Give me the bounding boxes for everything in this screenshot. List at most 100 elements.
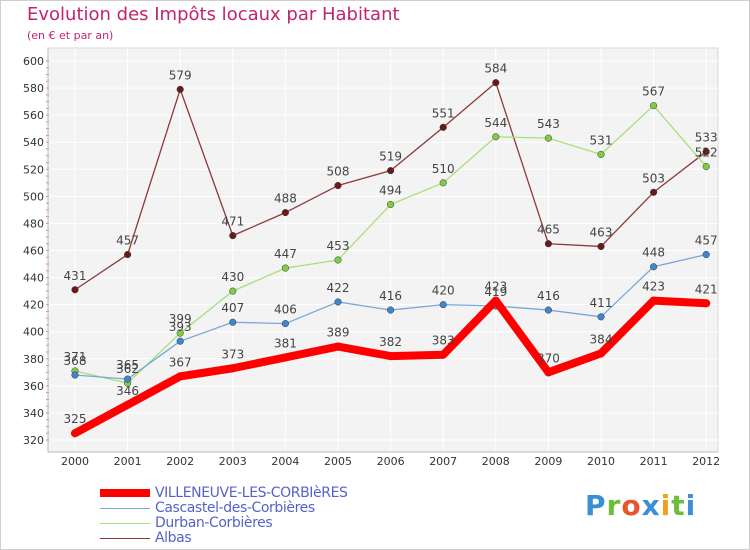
data-point bbox=[281, 320, 289, 328]
data-label: 519 bbox=[379, 150, 402, 164]
data-label: 399 bbox=[169, 312, 192, 326]
data-point bbox=[71, 286, 79, 294]
logo-letter: x bbox=[641, 489, 661, 522]
x-tick-label: 2002 bbox=[166, 455, 194, 468]
y-tick-label: 400 bbox=[23, 326, 44, 339]
data-label: 531 bbox=[590, 133, 613, 147]
data-point bbox=[597, 349, 605, 358]
legend-label-durban: Durban-Corbières bbox=[155, 515, 273, 531]
data-point bbox=[176, 372, 185, 381]
data-point bbox=[124, 251, 132, 259]
y-tick-label: 540 bbox=[23, 136, 44, 149]
data-point bbox=[387, 306, 395, 314]
data-label: 419 bbox=[484, 285, 507, 299]
data-label: 407 bbox=[221, 301, 244, 315]
data-point bbox=[176, 329, 184, 337]
data-point bbox=[387, 200, 395, 209]
data-label: 453 bbox=[327, 239, 350, 253]
proxiti-logo: Proxiti bbox=[585, 489, 696, 522]
legend-swatch-villeneuve bbox=[100, 489, 150, 497]
data-label: 522 bbox=[695, 146, 718, 160]
data-label: 368 bbox=[64, 354, 87, 368]
logo-letter: P bbox=[585, 489, 607, 522]
y-tick-label: 420 bbox=[23, 299, 44, 312]
x-tick-label: 2007 bbox=[429, 455, 457, 468]
data-label: 430 bbox=[221, 270, 244, 284]
x-tick-label: 2008 bbox=[482, 455, 510, 468]
data-label: 416 bbox=[379, 289, 402, 303]
y-tick-label: 600 bbox=[23, 55, 44, 68]
x-tick-label: 2011 bbox=[640, 455, 668, 468]
data-point bbox=[439, 301, 447, 309]
data-label: 508 bbox=[327, 165, 350, 179]
legend-swatch-durban bbox=[100, 523, 150, 524]
y-tick-label: 480 bbox=[23, 217, 44, 230]
data-point bbox=[492, 79, 500, 87]
data-label: 567 bbox=[642, 85, 665, 99]
data-label: 447 bbox=[274, 247, 297, 261]
data-point bbox=[386, 352, 395, 361]
data-point bbox=[334, 181, 342, 190]
x-tick-label: 2010 bbox=[587, 455, 615, 468]
data-label: 362 bbox=[116, 362, 139, 376]
data-point bbox=[439, 350, 448, 359]
data-point bbox=[492, 133, 500, 141]
y-tick-label: 560 bbox=[23, 109, 44, 122]
data-point bbox=[597, 313, 605, 321]
data-label: 411 bbox=[590, 296, 613, 310]
data-point bbox=[123, 400, 132, 409]
data-point bbox=[544, 306, 552, 314]
data-label: 584 bbox=[484, 62, 507, 76]
data-label: 457 bbox=[695, 234, 718, 248]
data-label: 370 bbox=[537, 351, 560, 365]
data-point bbox=[124, 375, 132, 383]
x-tick-label: 2012 bbox=[692, 455, 720, 468]
data-point bbox=[334, 256, 342, 264]
y-tick-label: 320 bbox=[23, 434, 44, 447]
legend-label-albas: Albas bbox=[155, 530, 192, 546]
x-tick-label: 2001 bbox=[114, 455, 142, 468]
data-label: 346 bbox=[116, 384, 139, 398]
data-point bbox=[544, 134, 552, 142]
data-point bbox=[71, 371, 79, 379]
data-label: 383 bbox=[432, 334, 455, 348]
data-label: 421 bbox=[695, 282, 718, 296]
logo-letter: t bbox=[671, 489, 686, 522]
data-point bbox=[334, 298, 342, 306]
legend-label-cascastel: Cascastel-des-Corbières bbox=[155, 500, 315, 516]
data-label: 471 bbox=[221, 215, 244, 229]
data-label: 488 bbox=[274, 192, 297, 206]
chart-title: Evolution des Impôts locaux par Habitant bbox=[27, 4, 400, 25]
data-label: 381 bbox=[274, 336, 297, 350]
logo-letter: i bbox=[660, 489, 672, 522]
data-label: 463 bbox=[590, 225, 613, 239]
data-label: 503 bbox=[642, 171, 665, 185]
data-point bbox=[281, 353, 290, 362]
data-label: 510 bbox=[432, 162, 455, 176]
data-label: 422 bbox=[327, 281, 350, 295]
data-point bbox=[650, 263, 658, 271]
x-tick-label: 2003 bbox=[219, 455, 247, 468]
data-point bbox=[702, 148, 710, 156]
data-label: 389 bbox=[327, 326, 350, 340]
data-label: 457 bbox=[116, 234, 139, 248]
legend-swatch-albas bbox=[100, 538, 150, 539]
legend-label-villeneuve: VILLENEUVE-LES-CORBIèRES bbox=[155, 485, 348, 501]
data-point bbox=[650, 102, 658, 110]
data-label: 533 bbox=[695, 131, 718, 145]
data-point bbox=[597, 242, 605, 250]
x-tick-label: 2006 bbox=[377, 455, 405, 468]
data-point bbox=[228, 364, 237, 373]
x-tick-label: 2005 bbox=[324, 455, 352, 468]
data-point bbox=[439, 123, 447, 131]
data-point bbox=[387, 167, 395, 175]
data-label: 393 bbox=[169, 320, 192, 334]
x-tick-label: 2000 bbox=[61, 455, 89, 468]
data-label: 544 bbox=[484, 116, 507, 130]
data-label: 431 bbox=[64, 269, 87, 283]
y-tick-label: 440 bbox=[23, 272, 44, 285]
data-point bbox=[544, 240, 552, 248]
data-label: 423 bbox=[642, 280, 665, 294]
data-point bbox=[544, 368, 553, 377]
